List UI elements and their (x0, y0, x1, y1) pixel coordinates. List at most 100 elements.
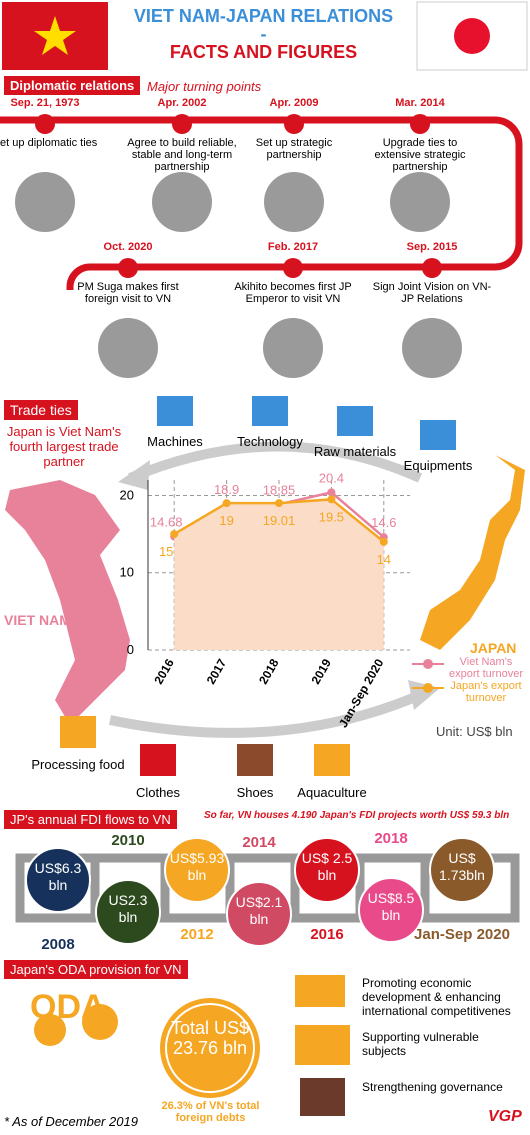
title: FACTS AND FIGURES (169, 42, 358, 62)
coin (82, 1004, 118, 1040)
photo (263, 318, 323, 378)
point (379, 537, 388, 546)
event-dot (422, 258, 442, 278)
photo (264, 172, 324, 232)
unit: Unit: US$ bln (436, 724, 513, 739)
oda-word: ODA (30, 988, 106, 1026)
x-tick-label: Jan-Sep 2020 (336, 656, 387, 730)
import-label: Raw materials (313, 444, 397, 459)
export-icon (140, 744, 176, 776)
fdi-value: US$5.93 bln (169, 850, 225, 883)
value-label: 19.01 (263, 513, 296, 528)
fdi-circle (294, 837, 360, 903)
event-date: Sep. 21, 1973 (10, 97, 80, 109)
value-label: 19.5 (319, 509, 344, 524)
photo (152, 172, 212, 232)
fdi-value: US$2.1 bln (235, 894, 283, 927)
oda-total: Total US$ 23.76 bln (170, 1018, 250, 1058)
fdi-year: Jan-Sep 2020 (414, 926, 510, 943)
export-arrow (108, 690, 422, 738)
fdi-circle (226, 881, 292, 947)
event-text: PM Suga makes first foreign visit to VN (77, 281, 179, 305)
fdi-year: 2010 (111, 832, 145, 849)
vn-map (5, 480, 130, 725)
event-date: Apr. 2009 (269, 97, 319, 109)
star (34, 16, 76, 55)
fdi-circle (429, 837, 495, 903)
value-label: 18.85 (263, 482, 296, 497)
point (275, 499, 283, 508)
fdi-value: US$ 2.5 bln (301, 850, 353, 883)
y-tick-label: 20 (120, 487, 134, 502)
timeline (0, 116, 523, 290)
event-date: Oct. 2020 (103, 241, 153, 253)
fdi-circle (358, 877, 424, 943)
export-label: Processing food (31, 757, 125, 772)
event-date: Apr. 2002 (157, 97, 207, 109)
value-label: 14.6 (371, 515, 396, 530)
x-tick-label: 2017 (204, 656, 230, 686)
fdi-year: 2014 (242, 834, 276, 851)
import-arrow (128, 441, 423, 483)
fdi-year: 2012 (180, 926, 214, 943)
event-date: Sep. 2015 (406, 241, 458, 253)
legend-marker (423, 683, 433, 693)
oda-goal: Promoting economic development & enhanci… (362, 976, 511, 1018)
fdi-note: So far, VN houses 4.190 Japan's FDI proj… (204, 810, 510, 821)
fdi-value: US2.3 bln (108, 892, 148, 925)
value-label: 14 (377, 552, 391, 567)
legend-marker (423, 659, 433, 669)
event-dot (118, 258, 138, 278)
sun (454, 18, 490, 54)
photo (98, 318, 158, 378)
section-label: JP's annual FDI flows to VN (4, 810, 177, 829)
event-text: Set up strategic partnership (255, 137, 333, 161)
y-tick-label: 10 (120, 565, 134, 580)
photo (15, 172, 75, 232)
point (327, 488, 336, 497)
fdi-value: US$6.3 bln (34, 860, 82, 893)
event-text: Set up diplomatic ties (0, 137, 98, 149)
icon-people (295, 1025, 350, 1065)
import-label: Equipments (403, 458, 473, 473)
oda-ring (165, 1003, 255, 1093)
value-label: 20.4 (319, 470, 344, 485)
event-dot (410, 114, 430, 134)
export-label: Aquaculture (297, 785, 367, 800)
fdi-value: US$ 1.73bln (439, 850, 485, 883)
point (170, 530, 179, 539)
export-label: Clothes (135, 785, 181, 800)
point (327, 495, 336, 504)
subtitle: Major turning points (147, 79, 262, 94)
import-icon (420, 420, 456, 450)
import-icon (157, 396, 193, 426)
event-date: Feb. 2017 (267, 241, 319, 253)
section-label: Trade ties (4, 400, 78, 420)
x-tick-label: 2018 (256, 656, 282, 686)
legend-label: Japan's export turnover (450, 680, 522, 704)
fdi-circle (164, 837, 230, 903)
oda-goal: Strengthening governance (362, 1080, 503, 1094)
event-dot (172, 114, 192, 134)
event-date: Mar. 2014 (395, 97, 445, 109)
fdi-circle (25, 847, 91, 913)
country-label: VIET NAM (4, 612, 71, 628)
y-tick-label: 0 (127, 642, 134, 657)
icon-growth (295, 975, 345, 1007)
trade-note: Japan is Viet Nam's fourth largest trade… (6, 424, 122, 469)
event-text: Agree to build reliable, stable and long… (127, 137, 237, 173)
import-label: Machines (147, 434, 203, 449)
event-text: Akihito becomes first JP Emperor to visi… (234, 281, 352, 305)
footnote: * As of December 2019 (4, 1114, 138, 1129)
logo: VGP (488, 1108, 522, 1125)
section-label: Japan's ODA provision for VN (4, 960, 188, 979)
import-icon (337, 406, 373, 436)
point (222, 499, 231, 508)
money-bag (34, 1014, 66, 1046)
export-label: Shoes (236, 785, 274, 800)
title-dash: - (260, 24, 267, 44)
x-tick-label: 2016 (151, 656, 177, 686)
